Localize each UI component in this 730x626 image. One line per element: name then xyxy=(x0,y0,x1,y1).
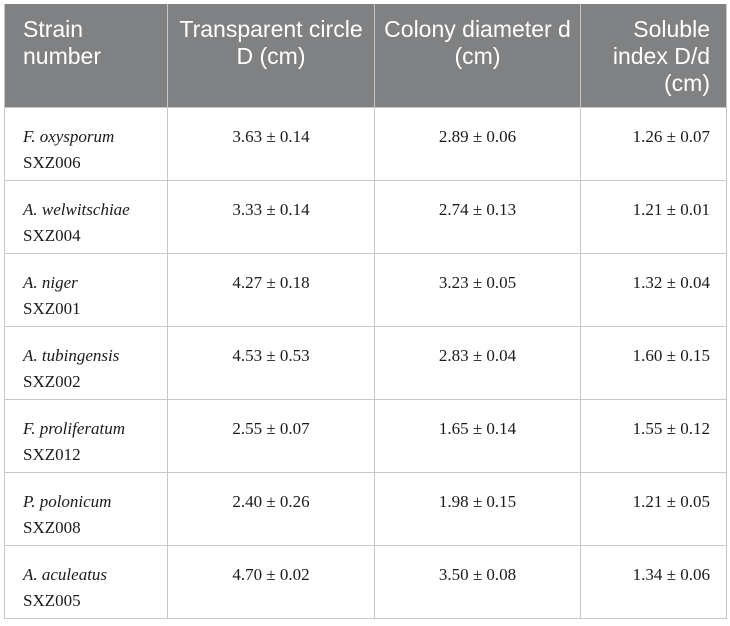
table-row: A. welwitschiae SXZ004 3.33 ± 0.14 2.74 … xyxy=(4,179,727,254)
transparent-circle-value: 4.53 ± 0.53 xyxy=(167,325,375,400)
colony-diameter-value: 2.83 ± 0.04 xyxy=(374,325,581,400)
species-name: F. proliferatum xyxy=(23,418,126,438)
soluble-index-value: 1.60 ± 0.15 xyxy=(580,325,727,400)
colony-diameter-value: 2.74 ± 0.13 xyxy=(374,179,581,254)
colony-diameter-value: 3.23 ± 0.05 xyxy=(374,252,581,327)
species-name: A. niger xyxy=(23,272,78,292)
strain-code: SXZ006 xyxy=(23,152,81,172)
table-body: F. oxysporum SXZ006 3.63 ± 0.14 2.89 ± 0… xyxy=(4,106,727,619)
strain-code: SXZ002 xyxy=(23,371,81,391)
strain-cell: F. oxysporum SXZ006 xyxy=(4,106,168,181)
transparent-circle-value: 2.40 ± 0.26 xyxy=(167,471,375,546)
table-row: A. niger SXZ001 4.27 ± 0.18 3.23 ± 0.05 … xyxy=(4,252,727,327)
species-name: A. welwitschiae xyxy=(23,199,130,219)
header-colony-diameter: Colony diameter d (cm) xyxy=(374,4,581,108)
table-row: P. polonicum SXZ008 2.40 ± 0.26 1.98 ± 0… xyxy=(4,471,727,546)
species-name: P. polonicum xyxy=(23,491,112,511)
colony-diameter-value: 1.98 ± 0.15 xyxy=(374,471,581,546)
colony-diameter-value: 2.89 ± 0.06 xyxy=(374,106,581,181)
strain-cell: A. niger SXZ001 xyxy=(4,252,168,327)
species-name: A. aculeatus xyxy=(23,564,108,584)
strain-code: SXZ001 xyxy=(23,298,81,318)
strain-cell: F. proliferatum SXZ012 xyxy=(4,398,168,473)
strain-code: SXZ004 xyxy=(23,225,81,245)
strain-code: SXZ008 xyxy=(23,517,81,537)
table-row: F. oxysporum SXZ006 3.63 ± 0.14 2.89 ± 0… xyxy=(4,106,727,181)
soluble-index-value: 1.26 ± 0.07 xyxy=(580,106,727,181)
strain-cell: A. welwitschiae SXZ004 xyxy=(4,179,168,254)
strain-cell: A. tubingensis SXZ002 xyxy=(4,325,168,400)
strain-cell: P. polonicum SXZ008 xyxy=(4,471,168,546)
strain-cell: A. aculeatus SXZ005 xyxy=(4,544,168,619)
transparent-circle-value: 2.55 ± 0.07 xyxy=(167,398,375,473)
soluble-index-value: 1.55 ± 0.12 xyxy=(580,398,727,473)
soluble-index-value: 1.21 ± 0.05 xyxy=(580,471,727,546)
header-soluble-index: Soluble index D/d (cm) xyxy=(580,4,727,108)
transparent-circle-value: 4.27 ± 0.18 xyxy=(167,252,375,327)
colony-diameter-value: 1.65 ± 0.14 xyxy=(374,398,581,473)
header-strain-number: Strain number xyxy=(4,4,168,108)
transparent-circle-value: 4.70 ± 0.02 xyxy=(167,544,375,619)
strain-data-table: Strain number Transparent circle D (cm) … xyxy=(4,4,727,619)
table-row: F. proliferatum SXZ012 2.55 ± 0.07 1.65 … xyxy=(4,398,727,473)
strain-code: SXZ005 xyxy=(23,590,81,610)
species-name: A. tubingensis xyxy=(23,345,120,365)
colony-diameter-value: 3.50 ± 0.08 xyxy=(374,544,581,619)
table-row: A. tubingensis SXZ002 4.53 ± 0.53 2.83 ±… xyxy=(4,325,727,400)
strain-code: SXZ012 xyxy=(23,444,81,464)
transparent-circle-value: 3.63 ± 0.14 xyxy=(167,106,375,181)
table-header: Strain number Transparent circle D (cm) … xyxy=(4,4,727,108)
soluble-index-value: 1.34 ± 0.06 xyxy=(580,544,727,619)
header-row: Strain number Transparent circle D (cm) … xyxy=(4,4,727,108)
soluble-index-value: 1.32 ± 0.04 xyxy=(580,252,727,327)
table-row: A. aculeatus SXZ005 4.70 ± 0.02 3.50 ± 0… xyxy=(4,544,727,619)
soluble-index-value: 1.21 ± 0.01 xyxy=(580,179,727,254)
species-name: F. oxysporum xyxy=(23,126,115,146)
transparent-circle-value: 3.33 ± 0.14 xyxy=(167,179,375,254)
header-transparent-circle: Transparent circle D (cm) xyxy=(167,4,375,108)
